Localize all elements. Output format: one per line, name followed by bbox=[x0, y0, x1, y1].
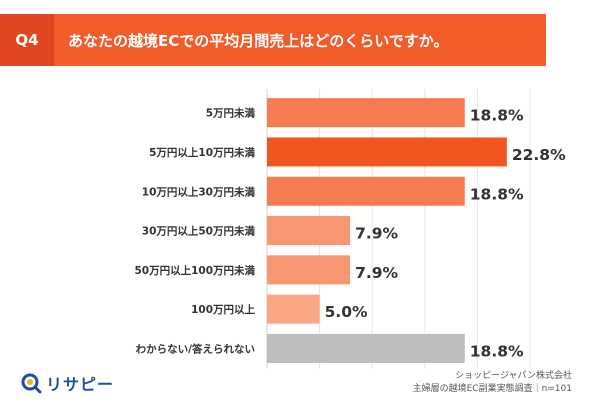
category-label: 10万円以上30万円未満 bbox=[142, 185, 256, 198]
source-company: ショッピージャパン株式会社 bbox=[455, 371, 572, 381]
source-note: ショッピージャパン株式会社 主婦層の越境EC副業実態調査｜n=101 bbox=[413, 370, 572, 396]
value-label: 7.9% bbox=[355, 264, 398, 282]
value-label: 18.8% bbox=[470, 185, 524, 203]
question-tag: Q4 bbox=[0, 14, 54, 66]
category-labels: 5万円未満 5万円以上10万円未満 10万円以上30万円未満 30万円以上50万円未満… bbox=[134, 107, 255, 356]
category-label: 50万円以上100万円未満 bbox=[134, 264, 255, 277]
value-label: 22.8% bbox=[512, 146, 566, 164]
bar bbox=[267, 333, 465, 363]
bar bbox=[267, 137, 507, 167]
bar bbox=[267, 255, 351, 285]
question-title: あなたの越境ECでの平均月間売上はどのくらいですか。 bbox=[54, 14, 546, 66]
question-banner: Q4 あなたの越境ECでの平均月間売上はどのくらいですか。 bbox=[0, 14, 600, 66]
value-label: 5.0% bbox=[325, 303, 368, 321]
value-labels: 18.8% 22.8% 18.8% 7.9% 7.9% 5.0% 18.8% bbox=[325, 107, 566, 361]
bars bbox=[267, 98, 507, 363]
logo-text: リサピー bbox=[46, 375, 115, 394]
value-label: 7.9% bbox=[355, 225, 398, 243]
bar bbox=[267, 216, 351, 246]
category-label: 100万円以上 bbox=[191, 303, 255, 316]
bar bbox=[267, 176, 465, 206]
magnifier-icon bbox=[21, 373, 42, 394]
brand-logo: リサピー bbox=[20, 370, 114, 396]
category-label: 5万円未満 bbox=[206, 107, 256, 120]
value-label: 18.8% bbox=[470, 107, 524, 125]
bar bbox=[267, 98, 465, 128]
category-label: 30万円以上50万円未満 bbox=[142, 225, 256, 238]
source-survey: 主婦層の越境EC副業実態調査｜n=101 bbox=[412, 384, 572, 394]
bar bbox=[267, 294, 320, 324]
value-label: 18.8% bbox=[470, 342, 524, 360]
category-label: 5万円以上10万円未満 bbox=[149, 146, 255, 159]
category-label: わからない/答えられない bbox=[136, 342, 255, 355]
